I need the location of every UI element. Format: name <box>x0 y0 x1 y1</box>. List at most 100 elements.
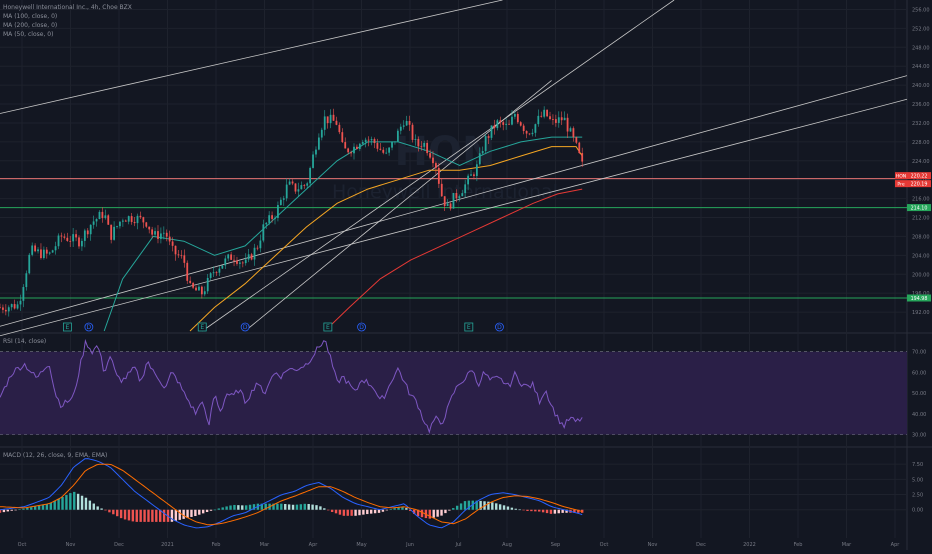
candle-body <box>332 114 335 121</box>
candle-body <box>10 304 13 308</box>
candle-body <box>139 215 142 218</box>
legend-ma100: MA (100, close, 0) <box>3 13 58 20</box>
candle-body <box>522 125 525 131</box>
macd-histogram-bar <box>319 506 322 510</box>
candle-body <box>157 231 159 239</box>
macd-histogram-bar <box>190 509 193 517</box>
price-tick-label: 216.00 <box>912 197 930 203</box>
macd-histogram-bar <box>487 501 490 510</box>
macd-histogram-bar <box>330 509 334 512</box>
candle-body <box>566 117 569 132</box>
candle-body <box>578 142 581 154</box>
macd-histogram-bar <box>307 504 310 510</box>
macd-histogram-bar <box>373 509 377 514</box>
candle-body <box>31 245 34 255</box>
candle-body <box>367 139 370 141</box>
candle-body <box>256 247 259 249</box>
candle-body <box>241 262 244 264</box>
macd-histogram-bar <box>10 509 13 511</box>
price-tick-label: 256.00 <box>912 7 930 13</box>
candle-body <box>309 167 312 184</box>
candle-body <box>437 167 440 184</box>
macd-histogram-bar <box>241 505 244 510</box>
candle-body <box>177 254 180 256</box>
candle-body <box>148 226 151 230</box>
macd-histogram-bar <box>346 509 349 516</box>
time-tick-label: Nov <box>66 542 76 548</box>
candle-body <box>490 125 493 138</box>
macd-histogram-bar <box>358 509 361 516</box>
candle-body <box>57 235 60 247</box>
candle-body <box>347 148 350 153</box>
candle-body <box>554 119 557 123</box>
candle-body <box>414 138 417 140</box>
candle-body <box>511 116 513 125</box>
candle-body <box>154 231 156 235</box>
candle-body <box>514 114 516 117</box>
macd-histogram-bar <box>338 509 342 515</box>
macd-histogram-bar <box>545 509 549 514</box>
macd-histogram-bar <box>30 507 33 510</box>
macd-histogram-bar <box>452 508 455 510</box>
macd-histogram-bar <box>112 509 115 515</box>
candle-body <box>552 119 554 120</box>
macd-histogram-bar <box>201 509 205 514</box>
candle-body <box>449 203 452 209</box>
macd-histogram-bar <box>530 509 533 512</box>
candle-body <box>7 307 10 312</box>
macd-histogram-bar <box>213 509 217 511</box>
earnings-marker-label: E <box>326 324 330 331</box>
candle-body <box>405 120 408 126</box>
price-tick-label: 240.00 <box>912 83 930 89</box>
candle-body <box>358 143 361 149</box>
legend-main: Honeywell International Inc., 4h, Choe B… <box>3 4 132 11</box>
candle-body <box>72 234 75 242</box>
candle-body <box>16 304 19 309</box>
macd-histogram-bar <box>178 509 181 520</box>
candle-body <box>508 123 510 125</box>
candle-body <box>443 196 446 207</box>
macd-histogram-bar <box>116 509 119 517</box>
macd-histogram-bar <box>194 509 197 516</box>
candle-body <box>569 128 572 132</box>
candle-body <box>244 259 247 264</box>
macd-histogram-bar <box>549 509 553 514</box>
price-tag-bg <box>907 180 931 188</box>
candle-body <box>388 147 391 153</box>
rsi-legend: RSI (14, close) <box>3 337 46 346</box>
price-tick-label: 232.00 <box>912 121 930 127</box>
macd-histogram-bar <box>291 504 295 510</box>
candle-body <box>391 141 393 148</box>
candle-body <box>104 215 107 219</box>
candle-body <box>394 141 396 143</box>
macd-histogram-bar <box>53 500 56 510</box>
macd-histogram-bar <box>151 509 154 522</box>
dividend-marker <box>84 322 94 332</box>
trendline <box>202 0 675 332</box>
macd-histogram-bar <box>237 505 240 510</box>
candle-body <box>221 265 224 269</box>
time-tick-label: Apr <box>309 542 319 548</box>
candle-body <box>192 282 194 288</box>
time-tick-label: Apr <box>891 542 901 548</box>
macd-histogram-bar <box>100 508 103 510</box>
signal-line <box>0 463 583 526</box>
macd-histogram-bar <box>45 504 49 510</box>
macd-histogram-bar <box>350 509 353 516</box>
candle-body <box>581 153 584 162</box>
candle-body <box>473 174 475 176</box>
candle-body <box>420 146 423 148</box>
candle-body <box>435 163 437 168</box>
price-legend: Honeywell International Inc., 4h, Choe B… <box>3 3 132 39</box>
candle-body <box>432 157 434 164</box>
macd-histogram-bar <box>518 509 521 511</box>
candle-body <box>297 189 300 192</box>
candle-body <box>356 146 358 149</box>
macd-histogram-bar <box>514 508 517 510</box>
candle-body <box>344 142 347 149</box>
macd-histogram-bar <box>69 493 72 510</box>
macd-histogram-bar <box>471 500 474 510</box>
